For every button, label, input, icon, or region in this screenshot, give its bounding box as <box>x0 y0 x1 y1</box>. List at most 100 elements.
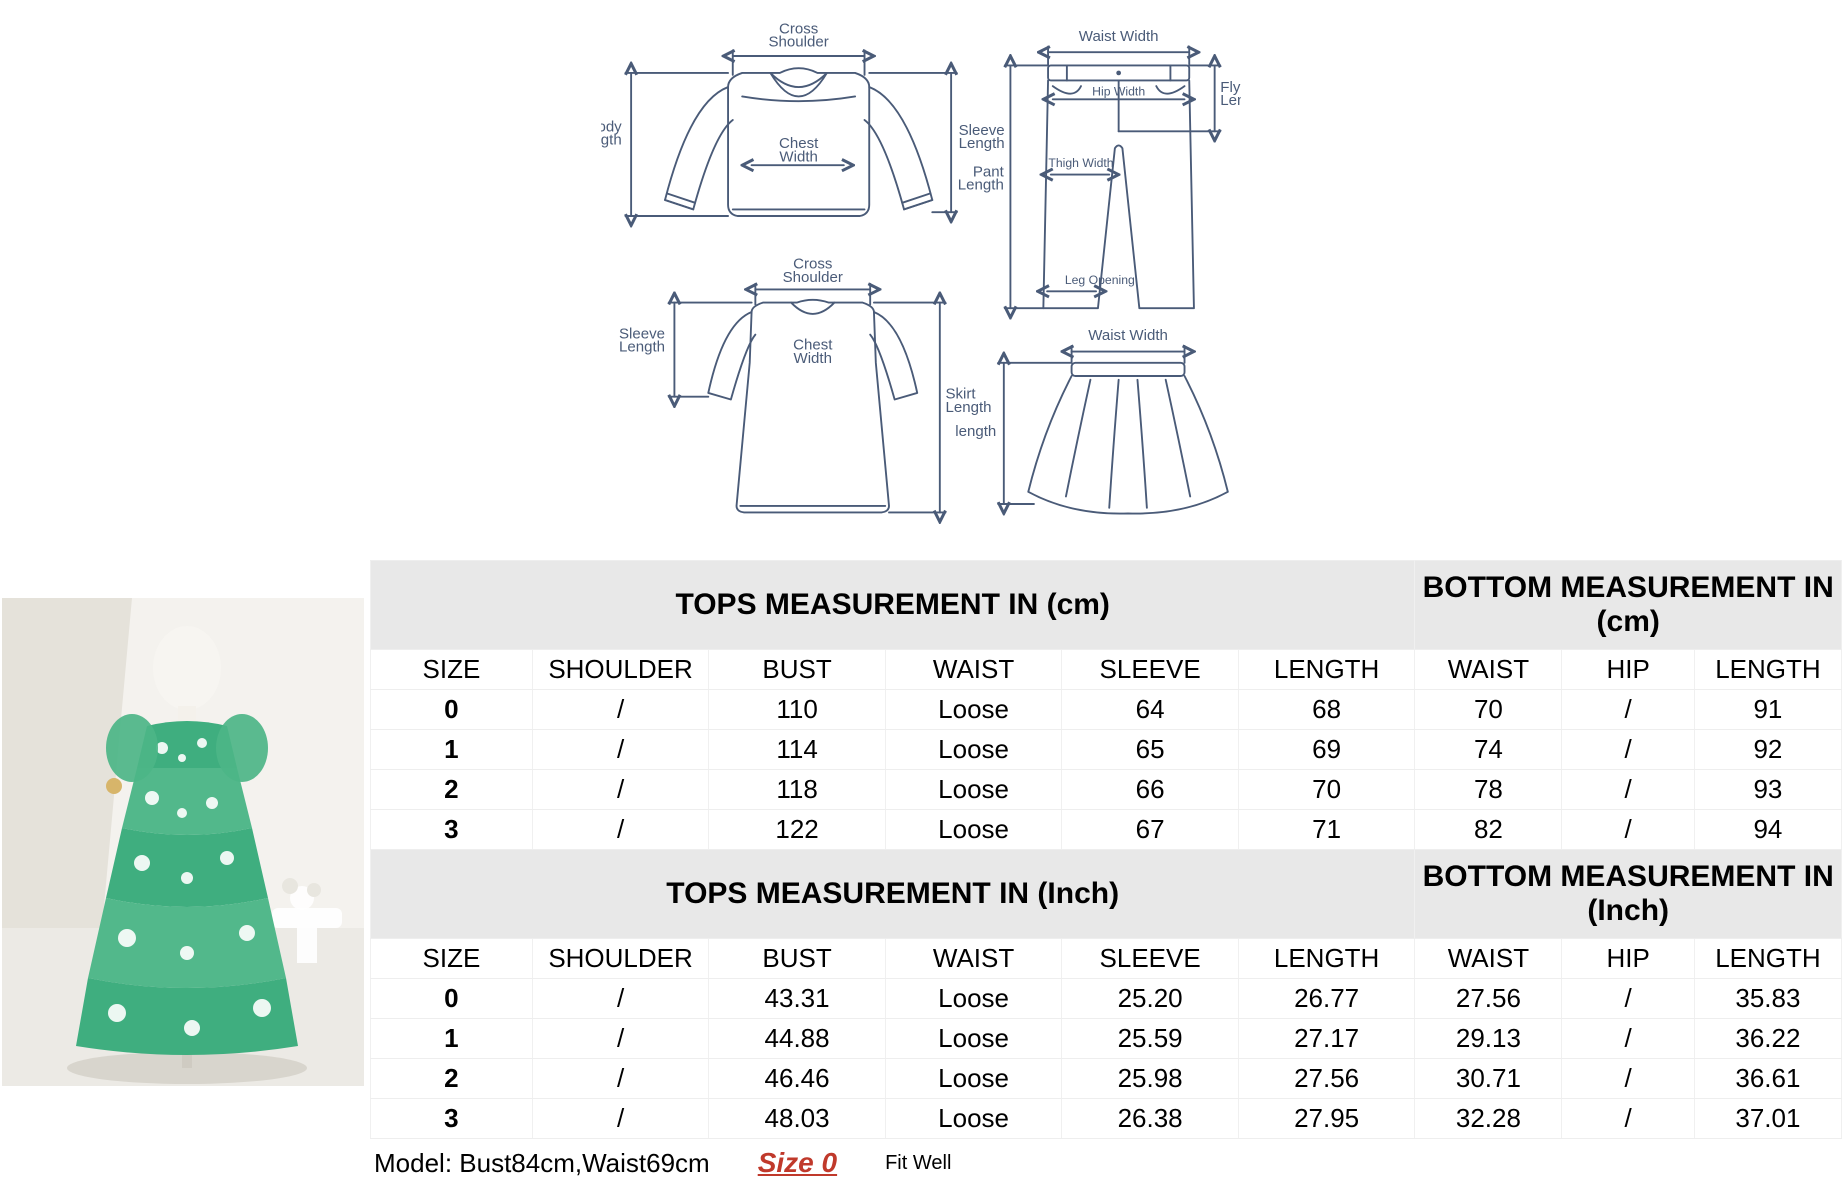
label-body-length: BodyLength <box>601 118 622 148</box>
table-cell: 67 <box>1062 810 1239 850</box>
table-row: 3/122Loose677182/94 <box>371 810 1842 850</box>
column-header: SIZE <box>371 650 533 690</box>
column-header: HIP <box>1562 939 1694 979</box>
table-row: 0/110Loose646870/91 <box>371 690 1842 730</box>
table-cell: 74 <box>1415 730 1562 770</box>
label-thigh-width: Thigh Width <box>1048 156 1113 170</box>
table-cell: 94 <box>1694 810 1841 850</box>
table-cell: Loose <box>885 1059 1062 1099</box>
table-cell: 122 <box>709 810 886 850</box>
column-header: BUST <box>709 650 886 690</box>
fit-note: Fit Well <box>885 1152 951 1175</box>
table-cell: / <box>1562 770 1694 810</box>
table-cell: 30.71 <box>1415 1059 1562 1099</box>
table-cell: Loose <box>885 690 1062 730</box>
table-cell: 70 <box>1415 690 1562 730</box>
table-cell: 26.77 <box>1238 979 1415 1019</box>
measurement-diagram: CrossShoulder BodyLength SleeveLength Ch… <box>0 0 1842 550</box>
table-cell: 66 <box>1062 770 1239 810</box>
table-cell: 29.13 <box>1415 1019 1562 1059</box>
table-cell: 93 <box>1694 770 1841 810</box>
table-cell: 1 <box>371 730 533 770</box>
table-cell: 70 <box>1238 770 1415 810</box>
column-header: SLEEVE <box>1062 650 1239 690</box>
tops-section-header: TOPS MEASUREMENT IN (Inch) <box>371 850 1415 939</box>
label-waist-width-2: Waist Width <box>1088 327 1168 344</box>
table-cell: 1 <box>371 1019 533 1059</box>
label-chest-width-2: ChestWidth <box>793 337 833 367</box>
table-cell: 110 <box>709 690 886 730</box>
table-cell: 118 <box>709 770 886 810</box>
table-cell: / <box>1562 810 1694 850</box>
table-cell: / <box>532 979 709 1019</box>
table-cell: / <box>1562 690 1694 730</box>
column-header: WAIST <box>1415 650 1562 690</box>
table-cell: / <box>1562 730 1694 770</box>
table-row: 0/43.31Loose25.2026.7727.56/35.83 <box>371 979 1842 1019</box>
label-sleeve-length-1: SleeveLength <box>959 122 1005 152</box>
label-chest-width-1: ChestWidth <box>779 135 819 165</box>
table-cell: 92 <box>1694 730 1841 770</box>
label-pant-length: PantLength <box>958 163 1005 193</box>
table-row: 2/118Loose667078/93 <box>371 770 1842 810</box>
label-cross-shoulder-2: CrossShoulder <box>783 256 843 286</box>
table-cell: Loose <box>885 810 1062 850</box>
table-cell: 25.59 <box>1062 1019 1239 1059</box>
table-cell: 27.56 <box>1238 1059 1415 1099</box>
label-hip-width: Hip Width <box>1092 85 1145 99</box>
table-cell: 91 <box>1694 690 1841 730</box>
table-cell: 25.98 <box>1062 1059 1239 1099</box>
table-cell: 27.17 <box>1238 1019 1415 1059</box>
column-header: SLEEVE <box>1062 939 1239 979</box>
column-header: LENGTH <box>1238 939 1415 979</box>
table-cell: 69 <box>1238 730 1415 770</box>
table-row: 2/46.46Loose25.9827.5630.71/36.61 <box>371 1059 1842 1099</box>
pants-diagram: Waist Width Hip Width PantLength FlyLeng… <box>958 28 1241 308</box>
table-cell: / <box>1562 1019 1694 1059</box>
table-cell: / <box>532 810 709 850</box>
table-cell: 71 <box>1238 810 1415 850</box>
table-cell: Loose <box>885 730 1062 770</box>
tops-section-header: TOPS MEASUREMENT IN (cm) <box>371 561 1415 650</box>
table-cell: 114 <box>709 730 886 770</box>
column-header: LENGTH <box>1238 650 1415 690</box>
table-cell: 68 <box>1238 690 1415 730</box>
column-header: WAIST <box>885 650 1062 690</box>
table-cell: / <box>532 1059 709 1099</box>
size-chart-footer: Model: Bust84cm,Waist69cm Size 0 Fit Wel… <box>370 1139 1842 1179</box>
shirt-diagram: CrossShoulder BodyLength SleeveLength Ch… <box>601 20 1005 216</box>
table-cell: 3 <box>371 810 533 850</box>
column-header: HIP <box>1562 650 1694 690</box>
table-cell: 65 <box>1062 730 1239 770</box>
label-sleeve-length-2: SleeveLength <box>619 325 665 355</box>
label-fly-length: FlyLength <box>1220 79 1241 109</box>
table-cell: 64 <box>1062 690 1239 730</box>
table-cell: Loose <box>885 770 1062 810</box>
table-cell: 78 <box>1415 770 1562 810</box>
bottom-section-header: BOTTOM MEASUREMENT IN (cm) <box>1415 561 1842 650</box>
column-header: LENGTH <box>1694 939 1841 979</box>
table-cell: / <box>532 1019 709 1059</box>
table-cell: 27.56 <box>1415 979 1562 1019</box>
table-cell: 46.46 <box>709 1059 886 1099</box>
dress-diagram: CrossShoulder SleeveLength ChestWidth Sk… <box>619 256 992 513</box>
model-info: Model: Bust84cm,Waist69cm <box>374 1148 710 1179</box>
table-cell: / <box>1562 1059 1694 1099</box>
table-cell: 35.83 <box>1694 979 1841 1019</box>
table-cell: 2 <box>371 1059 533 1099</box>
label-skirt-length: SkirtLength <box>945 386 991 416</box>
column-header: SIZE <box>371 939 533 979</box>
bottom-section-header: BOTTOM MEASUREMENT IN (Inch) <box>1415 850 1842 939</box>
table-cell: 25.20 <box>1062 979 1239 1019</box>
table-cell: 0 <box>371 690 533 730</box>
table-cell: 0 <box>371 979 533 1019</box>
table-cell: 36.22 <box>1694 1019 1841 1059</box>
column-header: SHOULDER <box>532 939 709 979</box>
table-cell: 36.61 <box>1694 1059 1841 1099</box>
label-waist-width-1: Waist Width <box>1079 28 1159 45</box>
table-cell: Loose <box>885 1019 1062 1059</box>
table-row: 1/44.88Loose25.5927.1729.13/36.22 <box>371 1019 1842 1059</box>
column-header: WAIST <box>1415 939 1562 979</box>
product-photo <box>2 598 364 1086</box>
label-leg-opening: Leg Opening <box>1065 273 1135 287</box>
